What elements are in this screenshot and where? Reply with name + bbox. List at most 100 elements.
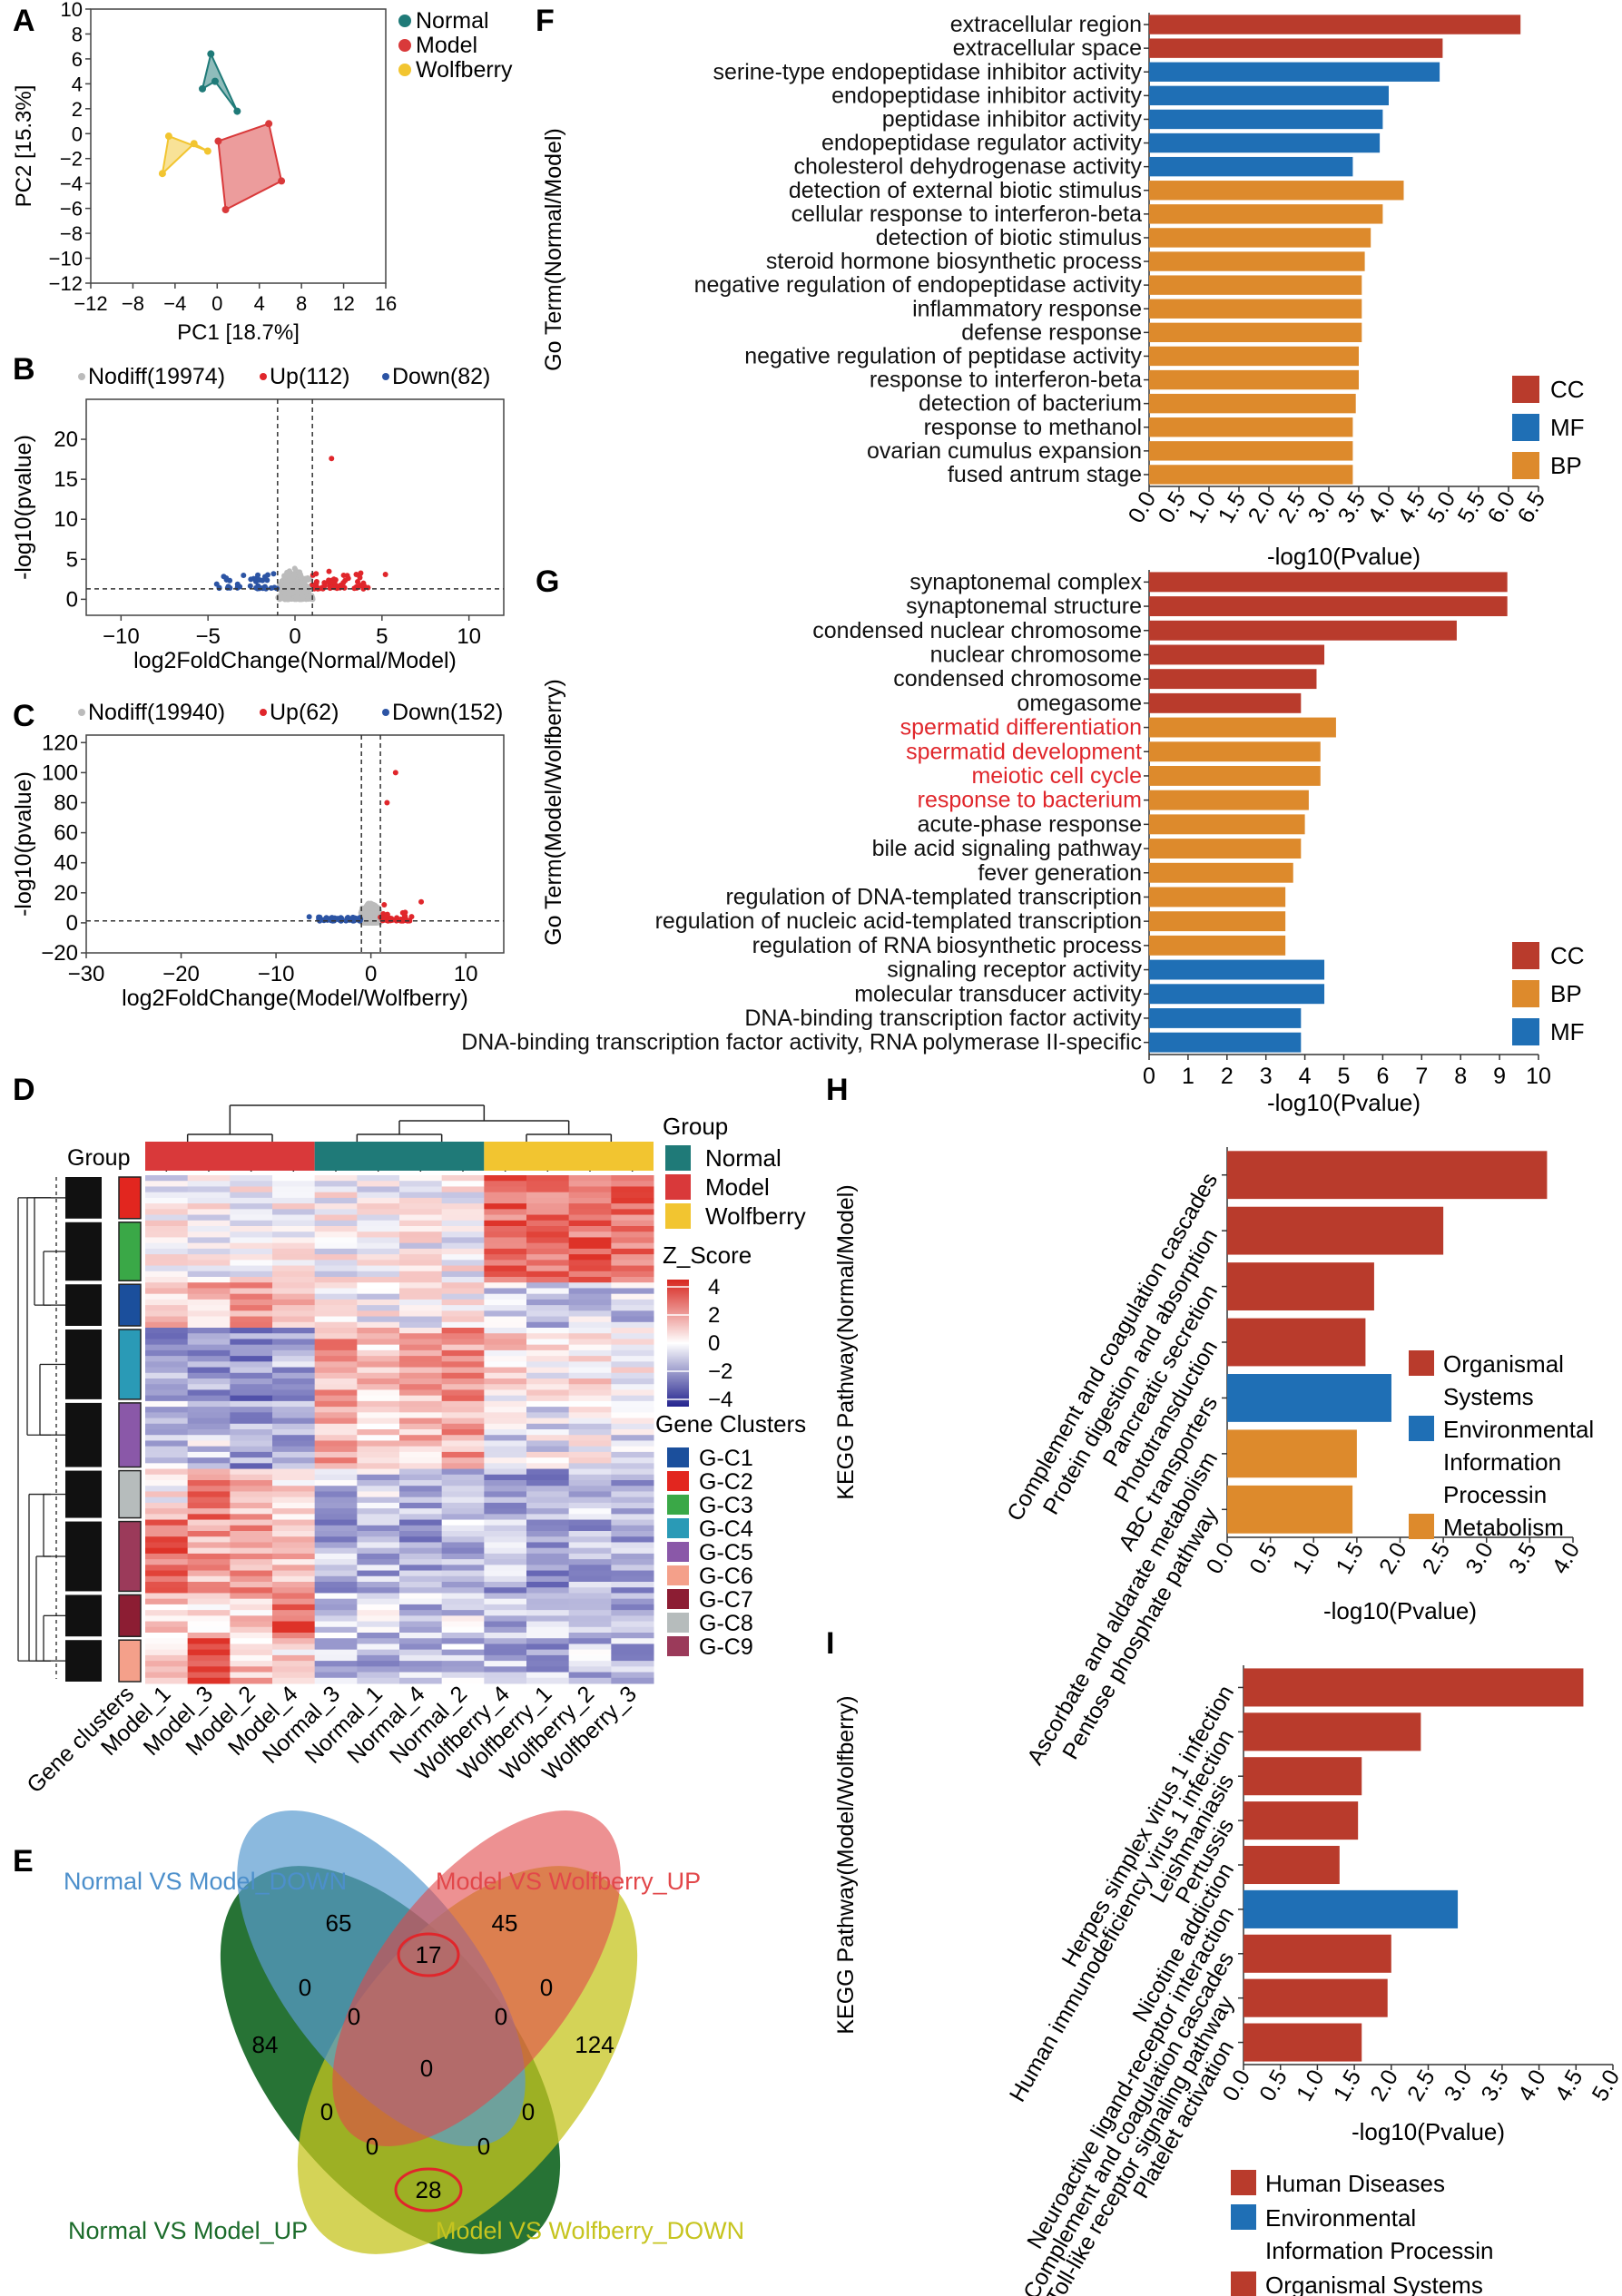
heatmap-cell <box>526 1644 570 1651</box>
heatmap-cell <box>314 1457 358 1464</box>
heatmap-cell <box>484 1666 527 1673</box>
heatmap-cell <box>611 1186 654 1193</box>
bar-xtick-label: 2 <box>1221 1064 1234 1089</box>
heatmap-cell <box>272 1356 316 1362</box>
heatmap-cluster-annotation <box>118 1594 142 1637</box>
heatmap-cell <box>484 1372 527 1379</box>
bar-xtick-label: 2.5 <box>1273 487 1312 527</box>
kegg-bar-met <box>1227 1429 1357 1478</box>
heatmap-cell <box>526 1226 570 1232</box>
heatmap-cell <box>399 1508 443 1515</box>
heatmap-cell <box>357 1265 400 1272</box>
heatmap-cell <box>314 1582 358 1588</box>
heatmap-cell <box>230 1333 273 1339</box>
heatmap-cell <box>357 1186 400 1193</box>
heatmap-cell <box>230 1412 273 1419</box>
heatmap-cell <box>399 1654 443 1662</box>
heatmap-cell <box>568 1197 612 1204</box>
heatmap-cell <box>484 1282 527 1289</box>
volcano-legend-label: Up(112) <box>270 364 349 389</box>
heatmap-cell <box>314 1356 358 1362</box>
heatmap-cell <box>484 1339 527 1346</box>
volcano-point-down <box>241 572 247 578</box>
volcano-point-up <box>384 912 390 918</box>
heatmap-cell <box>399 1559 443 1565</box>
heatmap-cell <box>568 1203 612 1210</box>
heatmap-cell <box>145 1299 189 1306</box>
heatmap-cell <box>314 1661 358 1667</box>
heatmap-cell <box>441 1451 485 1458</box>
heatmap-cell <box>230 1214 273 1222</box>
volcano-point-nodiff <box>285 589 291 595</box>
bar-category-label: defense response <box>961 319 1142 345</box>
heatmap-cell <box>272 1412 316 1419</box>
bar-xtick-label: 10 <box>1526 1064 1551 1089</box>
kegg-xtick-label: 3.5 <box>1476 2065 1514 2105</box>
bar-category-label: meiotic cell cycle <box>971 763 1142 789</box>
heatmap-cell <box>441 1502 485 1509</box>
heatmap-cell <box>526 1242 570 1250</box>
heatmap-cell <box>611 1593 654 1600</box>
heatmap-cell <box>611 1310 654 1318</box>
heatmap-cell <box>526 1508 570 1515</box>
heatmap-cell <box>187 1666 231 1673</box>
panel-label-i: I <box>826 1626 834 1661</box>
bar-bp <box>1149 417 1353 437</box>
heatmap-cell <box>399 1321 443 1329</box>
bar-category-label: cholesterol dehydrogenase activity <box>793 154 1142 180</box>
heatmap-cell <box>272 1565 316 1572</box>
heatmap-cell <box>526 1310 570 1318</box>
bar-xtick-label: 7 <box>1415 1064 1428 1089</box>
heatmap-row-dendrogram-leaves <box>65 1594 102 1637</box>
heatmap-cluster-annotation <box>118 1283 142 1327</box>
heatmap-cell <box>357 1356 400 1362</box>
heatmap-cell <box>526 1582 570 1588</box>
heatmap-cell <box>526 1209 570 1216</box>
heatmap-cell <box>611 1181 654 1187</box>
heatmap-cell <box>145 1508 189 1515</box>
heatmap-cell <box>526 1299 570 1306</box>
volcano-point-down <box>227 584 233 591</box>
heatmap-cell <box>357 1440 400 1447</box>
kegg-bar-hd <box>1244 1757 1362 1796</box>
heatmap-cell <box>399 1349 443 1357</box>
kegg-legend-label-line: Metabolism <box>1443 1514 1564 1541</box>
heatmap-cell <box>230 1242 273 1250</box>
heatmap-cell <box>314 1305 358 1311</box>
bar-category-label: negative regulation of endopeptidase act… <box>694 272 1143 298</box>
heatmap-cell <box>526 1638 570 1644</box>
venn-count: 124 <box>575 2031 614 2058</box>
heatmap-group-bar-wolfberry <box>484 1142 654 1171</box>
heatmap-cell <box>399 1271 443 1278</box>
volcano-point-down <box>264 572 270 578</box>
heatmap-cell <box>314 1440 358 1447</box>
heatmap-cell <box>484 1333 527 1339</box>
bar-cc <box>1149 692 1302 713</box>
bar-category-label: condensed nuclear chromosome <box>812 618 1142 643</box>
bar-category-label: fused antrum stage <box>948 462 1142 487</box>
pca-ytick-label: 0 <box>72 123 83 145</box>
heatmap-cell <box>441 1525 485 1532</box>
volcano-xtick-label: −5 <box>195 624 220 649</box>
heatmap-cell <box>441 1644 485 1651</box>
heatmap-cluster-legend-swatch <box>667 1589 689 1609</box>
heatmap-cell <box>484 1672 527 1679</box>
heatmap-cell <box>187 1356 231 1362</box>
heatmap-cell <box>187 1542 231 1549</box>
heatmap-cell <box>441 1407 485 1413</box>
heatmap-cell <box>145 1282 189 1289</box>
heatmap-cell <box>484 1344 527 1351</box>
heatmap-cell <box>187 1547 231 1555</box>
heatmap-cell <box>357 1593 400 1600</box>
heatmap-cell <box>145 1395 189 1402</box>
heatmap-cell <box>568 1344 612 1351</box>
kegg-legend-label-line: Environmental <box>1265 2204 1416 2232</box>
heatmap-cell <box>314 1209 358 1216</box>
heatmap-cell <box>441 1214 485 1222</box>
heatmap-cell <box>272 1384 316 1390</box>
heatmap-cell <box>399 1367 443 1374</box>
bar-bp <box>1149 790 1309 810</box>
heatmap-cell <box>568 1672 612 1679</box>
heatmap-cell <box>145 1209 189 1216</box>
bar-category-label: inflammatory response <box>912 296 1142 321</box>
